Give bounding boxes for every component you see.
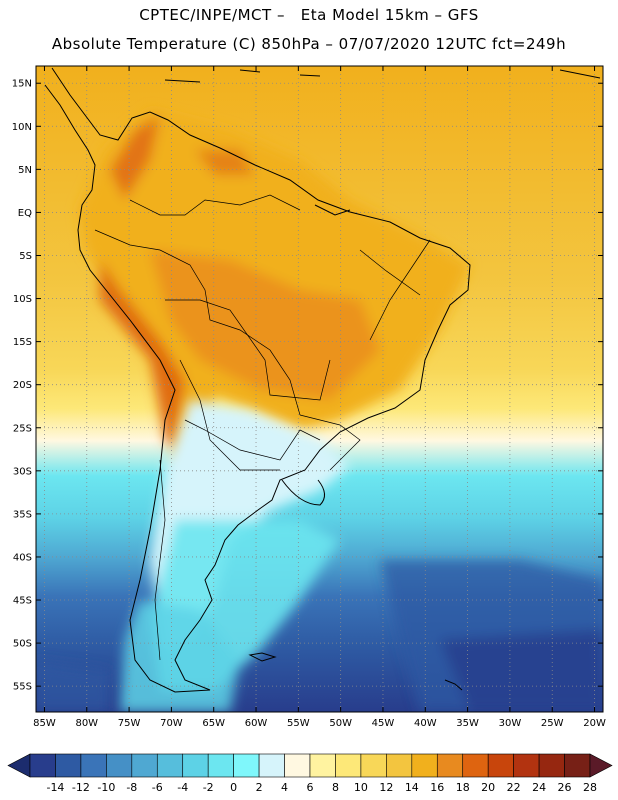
colorbar-swatch xyxy=(258,753,285,778)
lat-label: 5S xyxy=(19,251,32,262)
colorbar-tick-label: 0 xyxy=(230,781,237,794)
lat-label: 15N xyxy=(12,79,32,90)
colorbar-swatch xyxy=(309,753,336,778)
colorbar-tick-label: 22 xyxy=(507,781,521,794)
lat-label: 10N xyxy=(12,122,32,133)
lon-label: 80W xyxy=(75,718,98,729)
colorbar-swatch xyxy=(538,753,565,778)
lat-label: 45S xyxy=(13,596,32,607)
lon-label: 45W xyxy=(372,718,395,729)
colorbar-tick-label: 14 xyxy=(405,781,419,794)
colorbar-swatch xyxy=(55,753,82,778)
colorbar-tick-label: 28 xyxy=(583,781,597,794)
colorbar-swatch xyxy=(284,753,311,778)
colorbar-tick-label: -8 xyxy=(126,781,137,794)
colorbar-tick-label: 26 xyxy=(558,781,572,794)
colorbar-swatch xyxy=(411,753,438,778)
country-borders xyxy=(94,194,431,661)
lon-label: 65W xyxy=(202,718,225,729)
lat-label: 55S xyxy=(13,682,32,693)
colorbar-swatch xyxy=(131,753,158,778)
colorbar-tick-label: 4 xyxy=(281,781,288,794)
colorbar xyxy=(7,753,613,778)
colorbar-tick-label: -10 xyxy=(97,781,115,794)
caribbean-islands xyxy=(164,69,601,83)
lat-label: EQ xyxy=(18,208,32,219)
falkland-islands xyxy=(248,652,277,662)
colorbar-tick-label: -4 xyxy=(177,781,188,794)
colorbar-swatch xyxy=(233,753,260,778)
colorbar-swatch xyxy=(462,753,489,778)
lat-label: 20S xyxy=(13,380,32,391)
lat-label: 15S xyxy=(13,337,32,348)
colorbar-tick-label: -2 xyxy=(203,781,214,794)
colorbar-tick-label: 16 xyxy=(430,781,444,794)
colorbar-swatch xyxy=(156,753,184,778)
colorbar-swatch xyxy=(360,753,387,778)
colorbar-swatch xyxy=(386,753,413,778)
colorbar-swatch xyxy=(106,753,133,778)
map-subtitle: Absolute Temperature (C) 850hPa – 07/07/… xyxy=(51,35,567,53)
colorbar-swatch xyxy=(207,753,234,778)
lon-label: 85W xyxy=(33,718,56,729)
lon-label: 40W xyxy=(414,718,437,729)
coastlines xyxy=(44,67,601,693)
colorbar-tick-label: 10 xyxy=(354,781,368,794)
lon-label: 30W xyxy=(499,718,522,729)
colorbar-max-arrow xyxy=(589,753,613,778)
lat-label: 10S xyxy=(13,294,32,305)
south-america-coast xyxy=(44,67,471,693)
colorbar-labels: -14 -12 -10 -8 -6 -4 -2 0 2 4 6 8 10 12 14 16 18 20 22 24 26… xyxy=(46,781,597,794)
la-plata-estuary xyxy=(281,479,325,506)
colorbar-swatch xyxy=(436,753,464,778)
colorbar-tick-label: 2 xyxy=(256,781,263,794)
colorbar-tick-label: 20 xyxy=(481,781,495,794)
lon-label: 75W xyxy=(118,718,141,729)
plot-frame xyxy=(35,65,604,713)
lon-label: 25W xyxy=(541,718,564,729)
lat-label: 50S xyxy=(13,639,32,650)
lon-label: 50W xyxy=(329,718,352,729)
latitude-axis: 15N 10N 5N EQ 5S 10S 15S 20S 25S 30S 35S 40S 45S 50S 5… xyxy=(12,79,603,693)
temperature-field xyxy=(36,66,603,712)
lat-label: 40S xyxy=(13,552,32,563)
colorbar-tick-label: -12 xyxy=(72,781,90,794)
colorbar-swatch xyxy=(564,753,591,778)
lat-label: 35S xyxy=(13,509,32,520)
colorbar-tick-label: -14 xyxy=(46,781,64,794)
colorbar-swatch xyxy=(513,753,540,778)
colorbar-swatch xyxy=(335,753,362,778)
amazon-river-mouth xyxy=(314,204,351,216)
lat-label: 25S xyxy=(13,423,32,434)
lon-label: 20W xyxy=(583,718,606,729)
map-title: CPTEC/INPE/MCT – Eta Model 15km – GFS xyxy=(139,6,479,24)
south-georgia xyxy=(444,679,463,691)
colorbar-tick-label: 12 xyxy=(379,781,393,794)
colorbar-swatch xyxy=(182,753,209,778)
colorbar-tick-label: 24 xyxy=(532,781,546,794)
lat-label: 30S xyxy=(13,466,32,477)
colorbar-swatch xyxy=(29,753,56,778)
lon-label: 70W xyxy=(160,718,183,729)
colorbar-min-arrow xyxy=(7,753,31,778)
colorbar-tick-label: -6 xyxy=(152,781,163,794)
lon-label: 35W xyxy=(456,718,479,729)
colorbar-tick-label: 18 xyxy=(456,781,470,794)
colorbar-swatch xyxy=(487,753,514,778)
graticule xyxy=(36,66,603,712)
lon-label: 55W xyxy=(287,718,310,729)
colorbar-tick-label: 8 xyxy=(332,781,339,794)
colorbar-tick-label: 6 xyxy=(307,781,314,794)
colorbar-swatch xyxy=(80,753,107,778)
longitude-axis: 85W 80W 75W 70W 65W 60W 55W 50W 45W 40W 35W 30W 25W 2… xyxy=(33,66,606,729)
lon-label: 60W xyxy=(245,718,268,729)
lat-label: 5N xyxy=(18,165,32,176)
